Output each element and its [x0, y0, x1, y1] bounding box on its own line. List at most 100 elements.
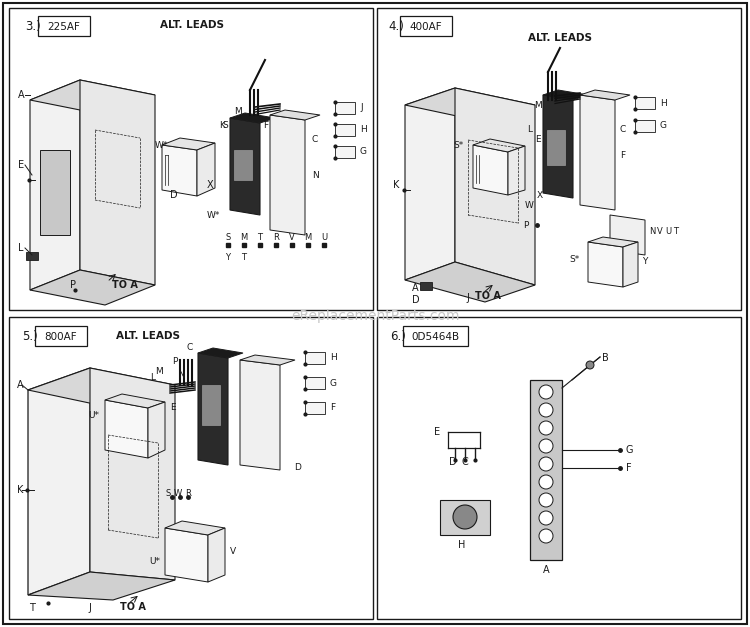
Text: TO A: TO A: [112, 280, 138, 290]
Polygon shape: [80, 80, 155, 285]
Polygon shape: [30, 80, 155, 115]
Polygon shape: [580, 95, 615, 210]
Polygon shape: [197, 143, 215, 196]
Polygon shape: [405, 88, 535, 122]
Polygon shape: [305, 377, 325, 389]
Bar: [35, 326, 87, 346]
Text: F: F: [620, 150, 626, 159]
Circle shape: [539, 457, 553, 471]
Text: A: A: [18, 90, 25, 100]
Polygon shape: [40, 150, 70, 235]
Text: E: E: [170, 404, 176, 413]
Text: D: D: [294, 463, 301, 473]
Text: L: L: [18, 243, 23, 253]
Text: S*: S*: [570, 255, 580, 265]
Text: D: D: [449, 457, 457, 467]
Text: ALT. LEADS: ALT. LEADS: [116, 331, 180, 341]
Polygon shape: [473, 139, 525, 152]
Text: 5.): 5.): [22, 330, 38, 343]
Bar: [38, 16, 90, 36]
Text: W*: W*: [207, 211, 220, 219]
Polygon shape: [28, 572, 175, 600]
Polygon shape: [305, 352, 325, 364]
Text: A: A: [17, 380, 24, 390]
Text: P: P: [172, 357, 178, 367]
Text: Y: Y: [642, 258, 647, 266]
Text: 225AF: 225AF: [47, 22, 80, 32]
Text: K: K: [219, 120, 225, 130]
Text: W: W: [524, 201, 533, 209]
Text: ALT. LEADS: ALT. LEADS: [160, 20, 224, 30]
Polygon shape: [508, 146, 525, 195]
Text: ALT. LEADS: ALT. LEADS: [528, 33, 592, 43]
Bar: [202, 385, 220, 425]
Text: C: C: [620, 125, 626, 135]
Text: V: V: [230, 547, 236, 557]
Text: E: E: [535, 135, 541, 144]
Bar: [234, 150, 252, 180]
Polygon shape: [165, 528, 208, 582]
Text: H: H: [360, 125, 367, 135]
Text: E: E: [433, 427, 440, 437]
Text: W: W: [174, 488, 182, 497]
Text: D: D: [170, 190, 178, 200]
Text: M: M: [155, 367, 163, 376]
Text: A: A: [412, 283, 419, 293]
Text: T: T: [257, 233, 262, 241]
Text: U: U: [665, 228, 671, 236]
Text: eReplacementParts.com: eReplacementParts.com: [291, 309, 459, 323]
Bar: [26, 252, 38, 260]
Text: P: P: [523, 221, 528, 229]
Polygon shape: [588, 242, 623, 287]
Bar: [9, 317, 373, 619]
Text: G: G: [660, 122, 667, 130]
Circle shape: [539, 493, 553, 507]
Polygon shape: [230, 118, 260, 215]
Circle shape: [539, 529, 553, 543]
Circle shape: [539, 403, 553, 417]
Polygon shape: [198, 348, 243, 358]
Text: H: H: [660, 98, 667, 107]
Text: 4.): 4.): [388, 20, 404, 33]
Text: N: N: [649, 228, 656, 236]
Polygon shape: [30, 270, 155, 305]
Text: N: N: [312, 171, 319, 179]
Text: E: E: [18, 160, 24, 170]
Circle shape: [453, 505, 477, 529]
Text: V: V: [290, 233, 295, 241]
Text: T: T: [29, 603, 35, 613]
Text: H: H: [330, 354, 337, 362]
Text: J: J: [88, 603, 92, 613]
Polygon shape: [270, 110, 320, 120]
Text: W*: W*: [155, 140, 168, 149]
Text: F: F: [626, 463, 632, 473]
Text: T: T: [674, 228, 679, 236]
Text: F: F: [330, 404, 335, 413]
Text: G: G: [626, 445, 634, 455]
Text: N: N: [178, 372, 184, 381]
Text: 6.): 6.): [390, 330, 406, 343]
Text: K: K: [393, 180, 399, 190]
Polygon shape: [270, 115, 305, 235]
Text: S: S: [165, 488, 170, 497]
Bar: [420, 282, 432, 290]
Text: F: F: [263, 120, 268, 130]
Polygon shape: [543, 95, 573, 198]
Text: R: R: [273, 233, 279, 241]
Bar: [440, 500, 490, 535]
Polygon shape: [208, 528, 225, 582]
Polygon shape: [405, 262, 535, 302]
Polygon shape: [105, 400, 148, 458]
Text: 800AF: 800AF: [45, 332, 77, 342]
Text: 0D5464B: 0D5464B: [411, 332, 459, 342]
Text: 400AF: 400AF: [410, 22, 442, 32]
Circle shape: [539, 511, 553, 525]
Polygon shape: [105, 394, 165, 408]
Polygon shape: [473, 145, 508, 195]
Polygon shape: [580, 90, 630, 100]
Polygon shape: [162, 138, 215, 150]
Circle shape: [539, 421, 553, 435]
Circle shape: [539, 475, 553, 489]
Text: C: C: [187, 344, 193, 352]
Circle shape: [586, 361, 594, 369]
